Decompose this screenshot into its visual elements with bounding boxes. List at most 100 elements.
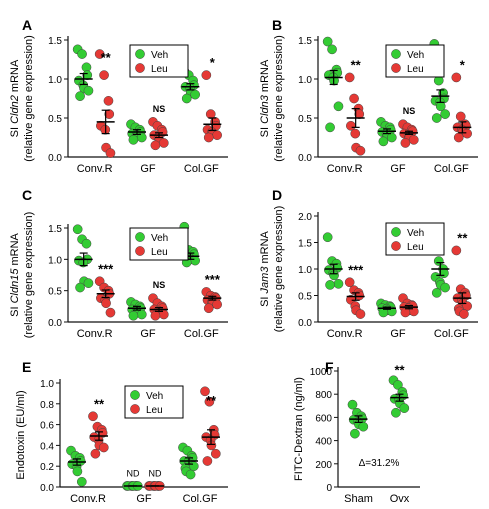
panel-d: D 0.0 0.5 1.0 1.5 2.0 SI Jam3 mRNA (relative ge… [259,187,478,340]
data-point [72,224,83,235]
panel-a: A 0.0 0.5 1.0 1.5 SI Cldn2 mRNA (relative gene… [9,17,228,175]
y-tick-label: 0.0 [298,318,312,329]
legend-label: Leu [146,405,163,416]
y-tick-label: 0.8 [40,400,54,411]
significance-label: ** [351,57,362,72]
data-point [358,421,369,432]
significance-label: ** [101,50,112,65]
legend-marker [391,227,401,237]
y-tick-label: 0.0 [48,318,62,329]
data-point [158,138,169,148]
data-point [104,109,115,119]
y-tick-label: 0.0 [40,483,54,494]
x-tick-label: Ovx [390,493,410,505]
y-tick-label: 1.0 [298,75,312,86]
not-detected-label: ND [127,469,140,479]
legend-label: Veh [151,50,168,61]
legend-marker [135,232,145,242]
data-point [105,148,116,158]
data-point [88,411,98,422]
data-point [333,101,344,112]
data-point [459,309,469,319]
data-point [75,91,85,102]
data-point [350,128,361,139]
significance-label: NS [153,280,166,290]
data-point [190,89,200,100]
y-axis-label: SI Jam3 mRNA [259,230,271,306]
data-point [205,109,216,119]
data-point [76,476,87,487]
y-tick-label: 1.5 [298,36,312,47]
legend-label: Leu [407,242,424,253]
legend-label: Veh [407,228,424,239]
x-tick-label: Col.GF [434,163,469,175]
x-tick-label: GF [136,493,152,505]
data-point [451,245,462,256]
y-tick-label: 0.0 [298,153,312,164]
significance-label: * [460,57,466,72]
x-tick-label: GF [390,328,406,340]
data-point [150,310,161,321]
x-tick-label: Sham [344,493,373,505]
data-point [325,122,335,133]
x-tick-label: Col.GF [183,493,218,505]
panel-e: E 0.0 0.2 0.4 0.6 0.8 1.0 Endotoxin (EU/ml) Conv… [15,359,228,505]
x-tick-label: Conv.R [70,493,106,505]
panel-c: C 0.0 0.5 1.0 1.5 SI Cldn15 mRNA (relative gen… [9,187,228,340]
data-point [350,428,360,439]
y-axis-label-2: (relative gene expression) [273,35,285,162]
data-point [344,72,355,83]
significance-label: *** [348,262,364,277]
y-tick-label: 0.5 [298,114,312,125]
data-point [136,309,147,320]
legend-label: Veh [146,391,163,402]
data-point [347,399,358,410]
data-point [325,280,335,290]
data-point [399,403,410,413]
panel-letter: F [325,359,334,375]
y-tick-label: 1.5 [298,239,312,250]
panel-letter: A [22,17,32,33]
significance-label: NS [403,106,416,116]
significance-label: ** [394,362,405,377]
data-point [322,36,333,47]
data-point [77,49,87,59]
data-point [181,93,192,104]
legend-label: Leu [407,64,424,75]
data-point [349,93,359,104]
legend-marker [391,241,401,251]
panel-letter: B [272,17,282,33]
data-point [210,448,221,459]
data-point [386,132,397,143]
data-point [103,95,114,106]
significance-label: *** [98,261,114,276]
y-tick-label: 2.0 [298,212,312,223]
data-point [333,278,344,289]
data-point [90,448,101,459]
data-point [355,145,366,156]
panel-b: B 0.0 0.5 1.0 1.5 SI Cldn3 mRNA (relative gene… [259,17,478,175]
legend-marker [130,404,140,414]
y-axis-label: Endotoxin (EU/ml) [15,390,27,479]
y-axis-label-2: (relative gene expression) [23,212,35,339]
y-tick-label: 0.5 [298,292,312,303]
data-point [378,136,389,147]
data-point [440,109,450,119]
data-point [185,469,196,480]
data-point [75,282,85,293]
data-point [201,70,212,80]
y-tick-label: 600 [315,413,332,424]
data-point [190,255,200,266]
y-tick-label: 0.5 [48,114,62,125]
significance-label: ** [94,396,105,411]
data-point [81,238,92,249]
y-tick-label: 0.5 [48,287,62,298]
x-tick-label: GF [140,328,156,340]
x-tick-label: Col.GF [184,328,219,340]
y-tick-label: 0.2 [40,462,54,473]
data-point [202,456,213,466]
significance-label: ** [457,230,468,245]
data-point [400,138,411,148]
y-axis-label: SI Cldn3 mRNA [259,59,271,137]
y-axis-label-2: (relative gene expression) [273,206,285,333]
